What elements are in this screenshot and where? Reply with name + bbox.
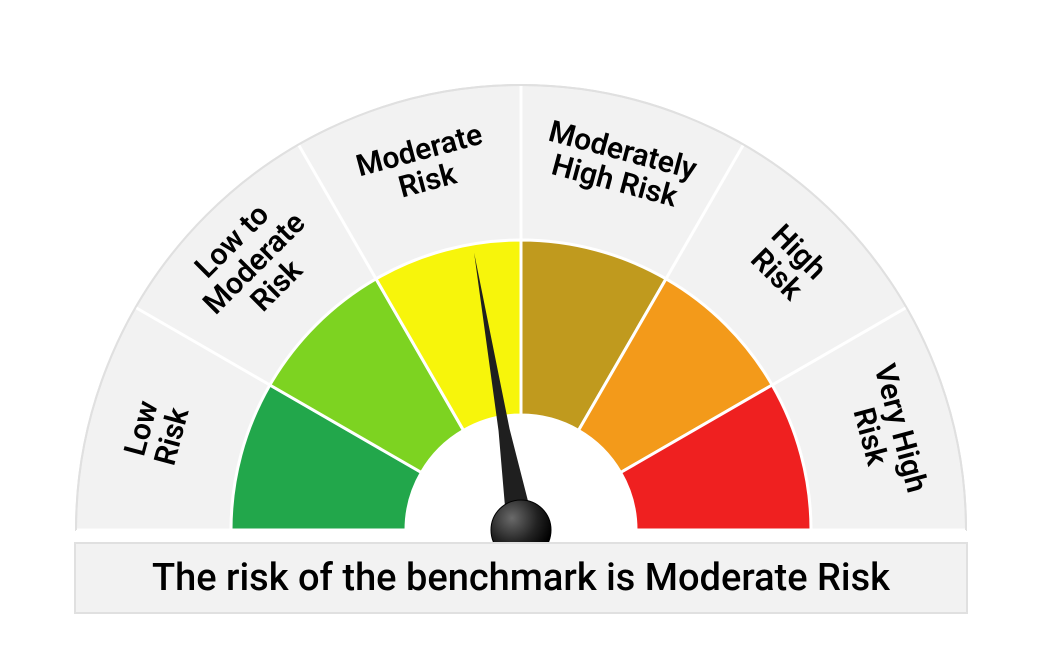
caption-text: The risk of the benchmark is Moderate Ri… xyxy=(152,556,890,600)
caption-box: The risk of the benchmark is Moderate Ri… xyxy=(74,542,968,614)
